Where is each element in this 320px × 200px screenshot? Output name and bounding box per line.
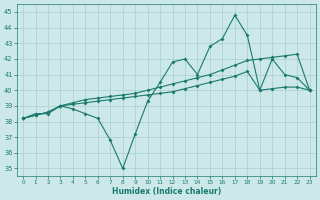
X-axis label: Humidex (Indice chaleur): Humidex (Indice chaleur) [112,187,221,196]
